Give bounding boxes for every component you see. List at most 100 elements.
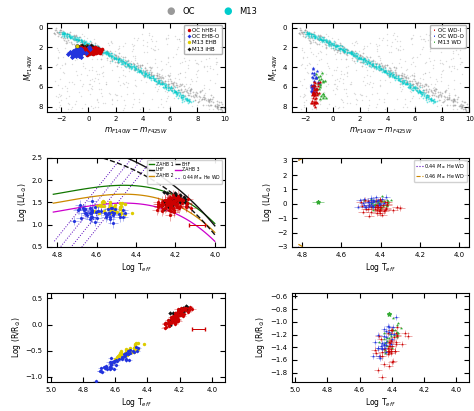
Point xyxy=(186,98,194,104)
Point xyxy=(352,53,359,59)
Point xyxy=(66,31,74,38)
Point xyxy=(333,49,341,55)
Point xyxy=(185,98,193,105)
Point xyxy=(139,62,146,68)
Point xyxy=(357,55,365,61)
Point xyxy=(419,89,427,95)
Point xyxy=(176,195,183,202)
Point xyxy=(102,364,110,370)
Point xyxy=(175,312,182,319)
Point xyxy=(109,359,117,365)
Point xyxy=(159,74,167,81)
Point xyxy=(123,350,130,356)
Point xyxy=(447,97,455,103)
Point xyxy=(318,56,325,62)
Point xyxy=(103,48,110,55)
Point xyxy=(333,76,340,82)
Point xyxy=(185,96,193,103)
Point xyxy=(186,87,194,94)
Point xyxy=(173,91,181,98)
Point xyxy=(167,197,175,204)
Point xyxy=(355,55,362,62)
Point xyxy=(322,44,329,50)
Point xyxy=(310,91,318,97)
Point xyxy=(199,96,206,102)
Point xyxy=(59,30,67,37)
Point xyxy=(331,77,339,83)
Point xyxy=(375,339,383,346)
Point xyxy=(83,45,91,51)
Point xyxy=(123,61,131,68)
Point xyxy=(182,307,189,313)
Point xyxy=(360,74,367,81)
Point xyxy=(339,46,347,53)
Point xyxy=(191,97,199,104)
Point xyxy=(129,101,137,108)
Point xyxy=(202,55,210,62)
Point xyxy=(124,62,131,69)
Point xyxy=(171,310,179,316)
Point xyxy=(114,55,122,62)
Point xyxy=(337,42,345,48)
Point xyxy=(421,59,429,66)
Point xyxy=(171,75,179,81)
Point xyxy=(92,45,100,52)
Point xyxy=(166,202,174,208)
Point xyxy=(166,70,173,77)
X-axis label: Log T$_{eff}$: Log T$_{eff}$ xyxy=(121,396,151,409)
Point xyxy=(406,83,414,89)
Point xyxy=(383,30,391,37)
Point xyxy=(173,81,181,88)
Point xyxy=(163,85,170,92)
Point xyxy=(193,60,201,66)
Point xyxy=(184,196,191,202)
Point xyxy=(186,86,193,93)
Point xyxy=(329,42,337,48)
Point xyxy=(90,44,97,51)
Point xyxy=(392,69,399,76)
Y-axis label: Log (L/L$_{\odot}$): Log (L/L$_{\odot}$) xyxy=(16,183,28,222)
Point xyxy=(174,197,182,204)
Point xyxy=(415,89,422,95)
Point xyxy=(158,199,166,205)
Point xyxy=(87,49,95,55)
Point xyxy=(133,347,140,354)
Point xyxy=(193,37,201,44)
Point xyxy=(65,79,73,86)
Point xyxy=(385,64,393,71)
Point xyxy=(405,81,413,88)
Point xyxy=(423,94,430,100)
Point xyxy=(346,49,353,55)
Point xyxy=(131,341,138,347)
Point xyxy=(67,35,74,41)
Point xyxy=(181,305,188,312)
Point xyxy=(181,306,188,312)
Point xyxy=(420,92,428,98)
Point xyxy=(77,70,85,77)
Point xyxy=(143,74,151,80)
Point xyxy=(166,322,174,329)
Point xyxy=(369,61,377,67)
Point xyxy=(109,53,117,59)
Point xyxy=(308,31,315,37)
Point xyxy=(164,199,171,205)
Point xyxy=(399,76,406,83)
Point xyxy=(445,82,452,88)
Point xyxy=(168,87,176,93)
Point xyxy=(95,47,103,54)
Point xyxy=(370,197,377,204)
Point xyxy=(92,45,100,51)
Point xyxy=(170,195,178,202)
Point xyxy=(305,30,312,37)
Point xyxy=(353,39,361,46)
Point xyxy=(456,79,464,86)
Point xyxy=(353,51,361,58)
Point xyxy=(85,44,92,51)
Point xyxy=(172,90,180,96)
Point xyxy=(310,82,318,88)
Point xyxy=(160,81,167,87)
Point xyxy=(300,30,307,37)
Point xyxy=(187,92,195,99)
Point xyxy=(166,76,173,83)
Point xyxy=(95,202,102,209)
